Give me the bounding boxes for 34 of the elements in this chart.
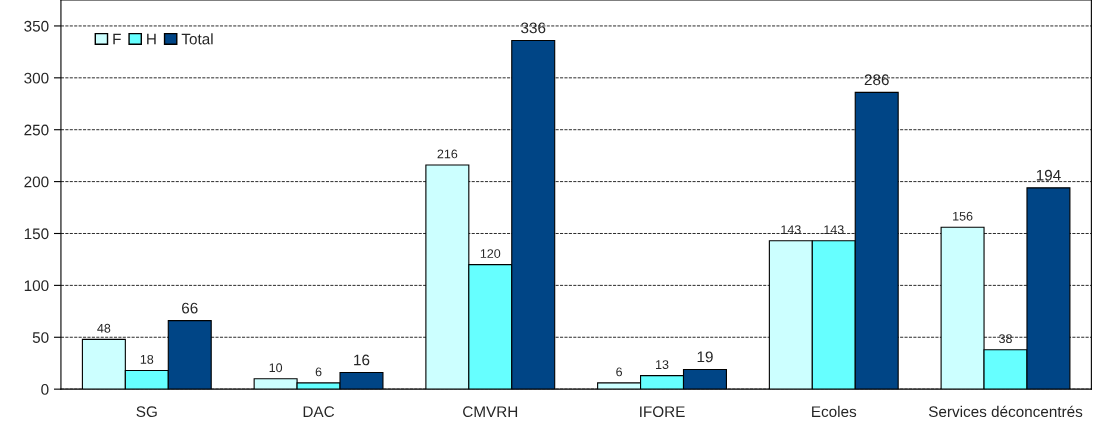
legend-label: H [147, 33, 156, 45]
x-tick-label: DAC [303, 406, 335, 418]
data-label: 48 [97, 323, 111, 333]
x-tick-label: Services déconcentrés [928, 405, 1083, 418]
data-label: 120 [480, 249, 501, 258]
x-tick-label: IFORE [640, 406, 685, 418]
data-label: 13 [656, 360, 669, 370]
y-tick-label: 200 [24, 176, 49, 188]
data-label: 156 [953, 211, 973, 221]
y-tick-label: 0 [41, 384, 49, 395]
y-tick-label: 300 [24, 72, 49, 84]
data-label: 10 [269, 363, 283, 373]
x-tick-label: Ecoles [812, 405, 857, 418]
y-tick-label: 350 [24, 20, 49, 32]
data-label: 66 [182, 302, 198, 314]
y-tick-label: 50 [32, 332, 49, 343]
data-label: 286 [864, 74, 889, 86]
data-label: 143 [781, 225, 801, 235]
data-label: 216 [437, 149, 458, 159]
data-label: 18 [140, 354, 154, 364]
data-label: 19 [697, 351, 713, 363]
data-label: 336 [521, 22, 546, 34]
data-label: 6 [315, 367, 322, 377]
data-label: 6 [616, 367, 623, 377]
x-tick-label: SG [136, 406, 157, 418]
y-tick-label: 100 [24, 280, 49, 292]
y-tick-label: 150 [24, 228, 49, 240]
data-label: 16 [354, 354, 370, 366]
x-tick-label: CMVRH [463, 406, 518, 418]
legend-label: F [113, 33, 121, 45]
legend-label: Total [181, 33, 213, 45]
data-label: 194 [1036, 169, 1061, 181]
data-label: 143 [824, 225, 844, 235]
y-tick-label: 250 [24, 124, 49, 136]
